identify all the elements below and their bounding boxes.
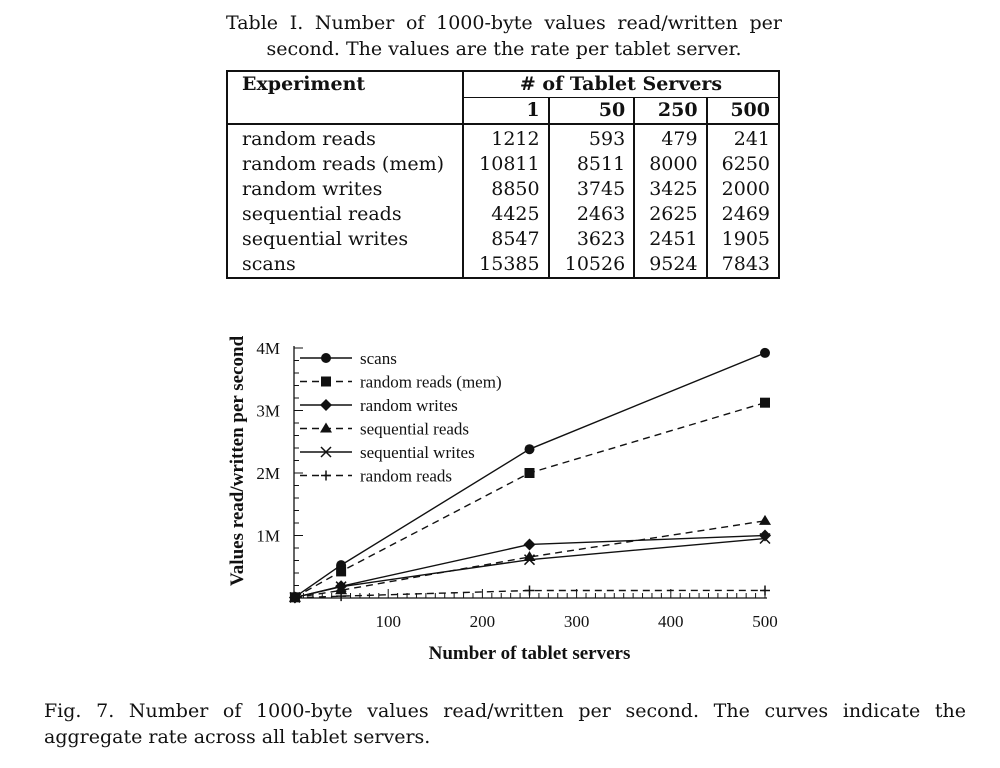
data-point-random-reads-mem [760, 397, 770, 408]
header-tablet-servers: # of Tablet Servers [462, 70, 779, 98]
data-point-sequential-writes [523, 554, 536, 566]
legend-label: sequential reads [360, 420, 469, 439]
data-point-sequential-reads [523, 550, 536, 561]
table-row: sequential reads 4425 2463 2625 2469 [227, 202, 779, 227]
legend-label: random reads [360, 467, 452, 486]
table-cell: 593 [547, 123, 635, 152]
row-label: random writes [242, 178, 383, 200]
table-cell: 7843 [705, 252, 779, 279]
table-cell: 9524 [633, 252, 707, 279]
legend-marker-sequential-writes [320, 446, 332, 458]
table-cell: 2000 [705, 177, 779, 202]
series-line-random-reads-mem [294, 402, 766, 598]
table-row: random reads (mem) 10811 8511 8000 6250 [227, 152, 779, 177]
legend-label: random reads (mem) [360, 373, 502, 392]
header-col-500: 500 [705, 97, 779, 125]
data-point-random-reads-mem [336, 566, 347, 577]
table-cell: 241 [705, 123, 779, 152]
table-cell: 2451 [633, 227, 707, 252]
header-col-1: 1 [462, 97, 549, 125]
data-point-random-reads-mem [524, 468, 535, 478]
legend-label: scans [360, 349, 397, 368]
series-line-random-reads [294, 589, 766, 599]
table-row: scans 15385 10526 9524 7843 [227, 252, 779, 279]
legend-marker-random-writes [320, 399, 332, 411]
table-cell: 3425 [633, 177, 707, 202]
x-tick-label: 100 [375, 612, 401, 631]
results-table-container: Experiment # of Tablet Servers 1 50 250 … [226, 70, 780, 279]
table-cell: 479 [633, 123, 707, 152]
data-point-sequential-writes [335, 581, 347, 593]
legend-marker-random-reads-mem [321, 376, 331, 387]
results-table: Experiment # of Tablet Servers 1 50 250 … [226, 70, 780, 279]
table-caption: Table I. Number of 1000-byte values read… [226, 12, 782, 60]
data-point-random-writes [523, 538, 536, 551]
legend-label: random writes [360, 396, 458, 415]
y-tick-label: 4M [256, 339, 280, 358]
throughput-chart: 100 200 300 400 500 1M 2M 3M 4M Number of tablet … [227, 335, 778, 664]
row-label: random reads [227, 123, 463, 152]
y-tick-label: 1M [256, 527, 280, 546]
table-cell: 8547 [462, 227, 549, 252]
table-row: random reads 1212 593 479 241 [227, 123, 779, 152]
table-cell: 2463 [547, 202, 635, 227]
row-label: sequential reads [242, 203, 402, 225]
table-cell: 4425 [462, 202, 549, 227]
data-point-random-reads [336, 591, 347, 602]
series-line-scans [294, 352, 766, 598]
header-col-250: 250 [633, 97, 707, 125]
legend-marker-scans [321, 353, 331, 363]
table-row: random writes 8850 3745 3425 2000 [227, 177, 779, 202]
data-point-random-writes [759, 529, 771, 542]
data-point-scans [760, 347, 770, 358]
table-cell: 8850 [462, 177, 549, 202]
table-cell: 8511 [547, 152, 635, 177]
table-cell: 8000 [633, 152, 707, 177]
legend-marker-sequential-reads [320, 422, 332, 433]
table-cell: 2625 [633, 202, 707, 227]
x-tick-label: 400 [658, 612, 684, 631]
header-col-50: 50 [547, 97, 635, 125]
table-cell: 10811 [462, 152, 549, 177]
table-row: sequential writes 8547 3623 2451 1905 [227, 227, 779, 252]
x-tick-label: 500 [752, 612, 778, 631]
data-point-scans [524, 444, 535, 455]
legend-marker-random-reads [321, 470, 331, 481]
row-label: scans [227, 252, 463, 279]
y-tick-label: 3M [256, 402, 280, 421]
data-point-random-reads [289, 592, 300, 603]
row-label: random reads (mem) [242, 153, 445, 175]
table-cell: 2469 [705, 202, 779, 227]
data-point-random-reads [760, 585, 770, 596]
data-point-sequential-reads [759, 514, 771, 525]
header-experiment: Experiment [227, 70, 463, 125]
data-point-sequential-writes [759, 532, 771, 544]
x-axis-label: Number of tablet servers [429, 643, 631, 664]
data-point-sequential-reads [335, 584, 348, 595]
figure-caption: Fig. 7. Number of 1000-byte values read/… [44, 700, 966, 748]
legend-label: sequential writes [360, 443, 475, 462]
table-cell: 6250 [705, 152, 779, 177]
y-tick-label: 2M [256, 464, 280, 483]
table-cell: 1212 [462, 123, 549, 152]
table-cell: 3623 [547, 227, 635, 252]
x-tick-label: 300 [564, 612, 590, 631]
table-cell: 3745 [547, 177, 635, 202]
y-axis-label: Values read/written per second [227, 335, 248, 586]
x-tick-label: 200 [470, 612, 496, 631]
row-label: sequential writes [242, 228, 409, 250]
series-line-sequential-writes [294, 537, 766, 599]
table-cell: 1905 [705, 227, 779, 252]
table-cell: 10526 [547, 252, 635, 279]
table-cell: 15385 [462, 252, 549, 279]
data-point-random-reads [524, 585, 535, 596]
